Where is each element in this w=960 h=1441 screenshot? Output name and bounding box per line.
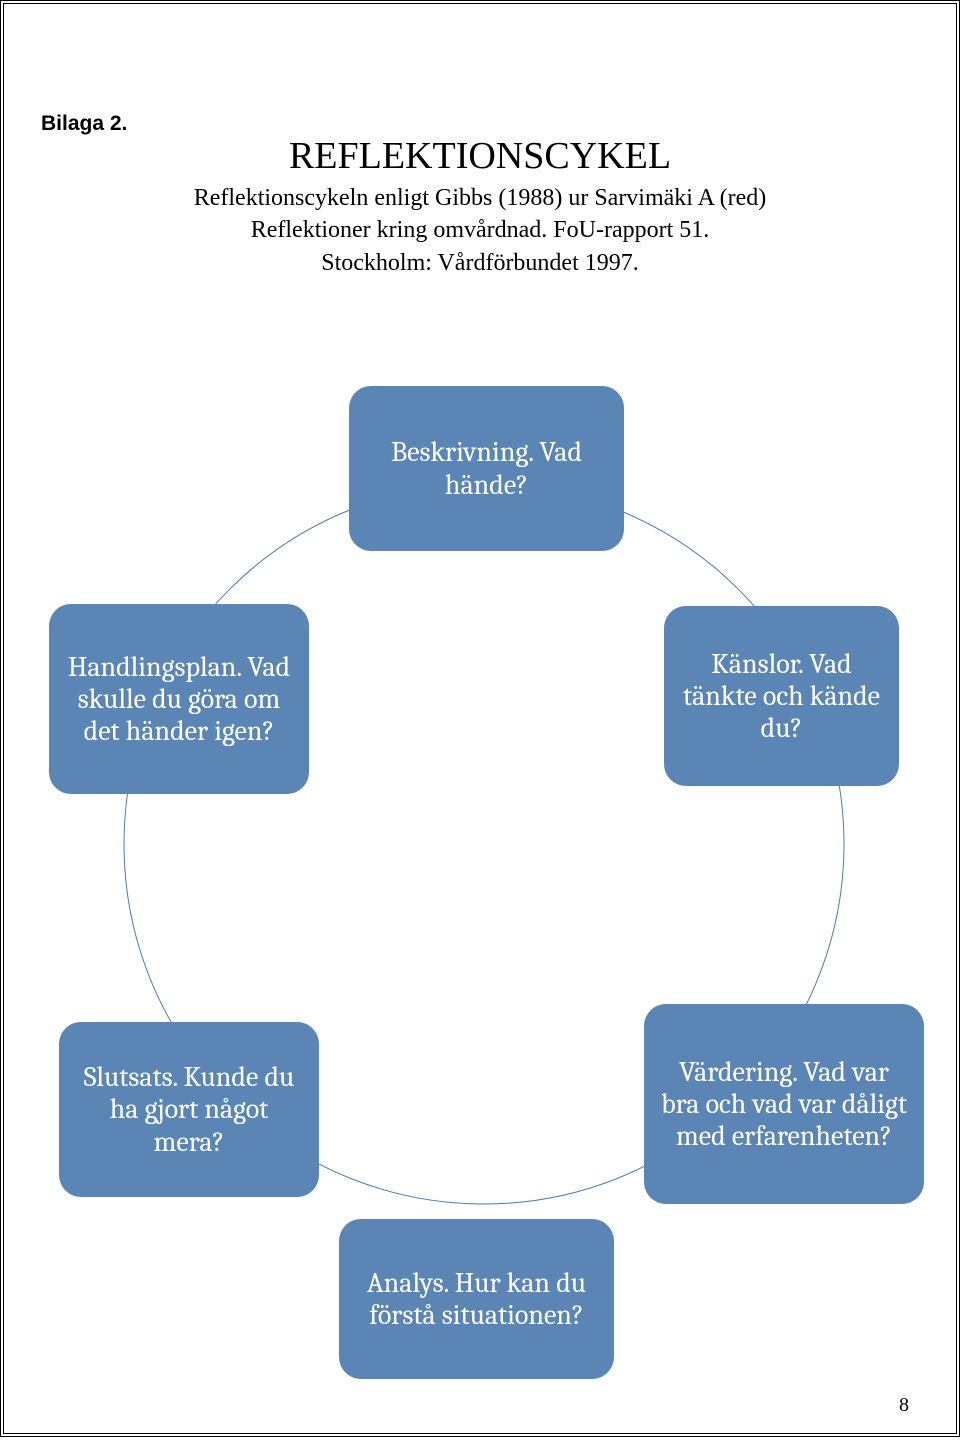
subtitle-line-3: Stockholm: Vårdförbundet 1997. [4,247,956,279]
cycle-node-analys: Analys. Hur kan du förstå situationen? [339,1219,614,1379]
cycle-node-kanslor: Känslor. Vad tänkte och kände du? [664,606,899,786]
page-title: REFLEKTIONSCYKEL [4,134,956,178]
page-number: 8 [899,1394,909,1417]
subtitle-line-2: Reflektioner kring omvårdnad. FoU-rappor… [4,214,956,246]
cycle-node-slutsats: Slutsats. Kunde du ha gjort något mera? [59,1022,319,1197]
cycle-node-handlingsplan: Handlingsplan. Vad skulle du göra om det… [49,604,309,794]
subtitle-line-1: Reflektionscykeln enligt Gibbs (1988) ur… [4,182,956,214]
cycle-node-beskrivning: Beskrivning. Vad hände? [349,386,624,551]
subtitle-block: Reflektionscykeln enligt Gibbs (1988) ur… [4,182,956,279]
page-label: Bilaga 2. [41,112,127,136]
page-border: Bilaga 2. REFLEKTIONSCYKEL Reflektionscy… [0,0,960,1437]
cycle-node-vardering: Värdering. Vad var bra och vad var dålig… [644,1004,924,1204]
